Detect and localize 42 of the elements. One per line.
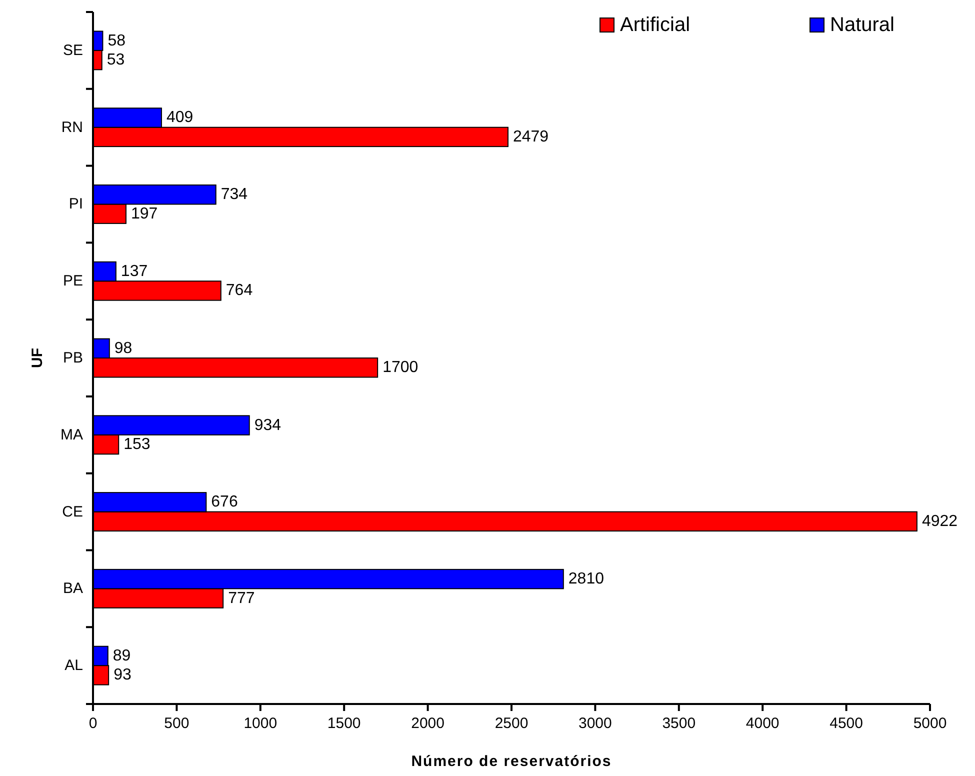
data-label: 409 bbox=[166, 109, 194, 126]
y-tick-label: RN bbox=[61, 118, 83, 136]
x-tick-label: 500 bbox=[164, 715, 190, 732]
data-label: 153 bbox=[124, 436, 150, 453]
data-label: 93 bbox=[114, 666, 132, 684]
x-tick-label: 1000 bbox=[244, 715, 278, 732]
x-tick-label: 3500 bbox=[662, 715, 696, 732]
data-label: 676 bbox=[211, 494, 238, 511]
legend-label: Artificial bbox=[620, 14, 690, 36]
x-tick-label: 4000 bbox=[746, 715, 780, 732]
x-tick-label: 0 bbox=[88, 715, 98, 732]
x-tick-label: 4500 bbox=[830, 715, 863, 732]
y-tick-label: PE bbox=[62, 272, 83, 290]
y-tick-label: AL bbox=[64, 657, 83, 674]
data-label: 734 bbox=[220, 186, 248, 204]
data-label: 934 bbox=[254, 416, 282, 434]
y-tick-label: MA bbox=[60, 426, 83, 444]
data-label: 2810 bbox=[568, 570, 604, 588]
x-tick-label: 1500 bbox=[327, 715, 361, 732]
x-tick-label: 2500 bbox=[494, 715, 528, 732]
y-tick-label: CE bbox=[62, 503, 83, 520]
legend-label: Natural bbox=[830, 14, 894, 36]
data-label: 764 bbox=[226, 282, 253, 300]
data-label: 1700 bbox=[382, 359, 418, 376]
y-tick-label: PB bbox=[62, 350, 83, 366]
x-tick-label: 3000 bbox=[578, 715, 612, 732]
x-axis-title: Número de reservatórios bbox=[411, 753, 612, 770]
data-label: 137 bbox=[120, 263, 148, 280]
x-tick-label: 2000 bbox=[411, 715, 444, 732]
data-label: 53 bbox=[106, 52, 125, 69]
data-label: 197 bbox=[130, 205, 158, 222]
data-label: 2479 bbox=[512, 128, 549, 146]
data-label: 4922 bbox=[922, 512, 958, 530]
data-label: 89 bbox=[112, 647, 131, 664]
x-tick-label: 5000 bbox=[913, 715, 947, 732]
data-label: 98 bbox=[114, 340, 132, 357]
y-tick-label: BA bbox=[62, 580, 83, 598]
data-label: 777 bbox=[228, 590, 255, 607]
y-tick-label: SE bbox=[62, 42, 83, 59]
data-label: 58 bbox=[108, 32, 126, 50]
y-axis-title: UF bbox=[29, 348, 46, 368]
y-tick-label: PI bbox=[68, 196, 83, 213]
